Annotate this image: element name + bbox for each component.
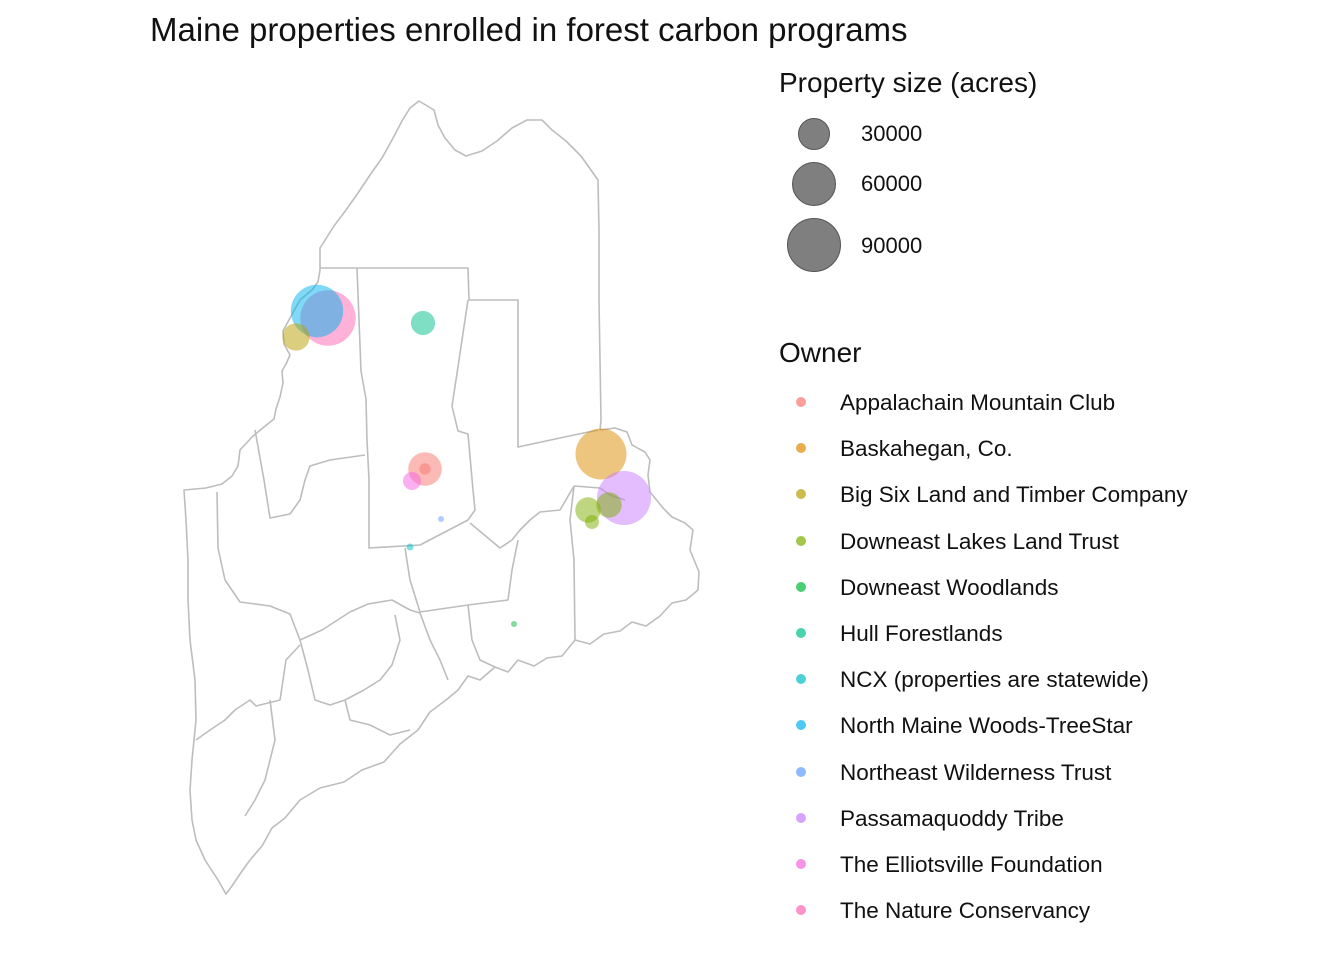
owner-legend-label: The Elliotsville Foundation: [840, 851, 1103, 877]
owner-legend-item: Northeast Wilderness Trust: [779, 755, 1229, 801]
owner-legend-dot: [796, 905, 806, 916]
property-point: [410, 310, 436, 336]
owner-legend-dot: [796, 627, 806, 638]
owner-legend-item: Downeast Lakes Land Trust: [779, 524, 1229, 570]
owner-legend-label: NCX (properties are statewide): [840, 667, 1149, 693]
size-legend-dot-60000: [792, 162, 836, 206]
chart-title: Maine properties enrolled in forest carb…: [150, 11, 908, 48]
size-legend-label: 90000: [861, 233, 923, 258]
property-point: [438, 516, 444, 522]
owner-legend-item: NCX (properties are statewide): [779, 662, 1229, 708]
property-point: [406, 543, 414, 551]
owner-legend-dot: [796, 535, 806, 546]
owner-legend: Appalachain Mountain Club Baskahegan, Co.…: [779, 385, 1229, 939]
owner-legend-item: Passamaquoddy Tribe: [779, 801, 1229, 847]
owner-legend-item: The Nature Conservancy: [779, 893, 1229, 939]
owner-legend-dot: [796, 812, 806, 823]
size-legend: 30000 60000 90000: [770, 110, 1070, 280]
owner-legend-item: Appalachain Mountain Club: [779, 385, 1229, 431]
size-legend-dot-90000: [787, 218, 841, 272]
owner-legend-label: Downeast Lakes Land Trust: [840, 528, 1119, 554]
property-point: [585, 515, 599, 529]
property-point: [511, 621, 517, 627]
owner-legend-dot: [796, 720, 806, 731]
owner-legend-label: The Nature Conservancy: [840, 898, 1091, 924]
owner-legend-dot: [796, 766, 806, 777]
size-legend-label: 30000: [861, 121, 923, 146]
owner-legend-item: Hull Forestlands: [779, 616, 1229, 662]
size-legend-title: Property size (acres): [779, 67, 1038, 98]
property-point: [403, 472, 421, 490]
owner-legend-item: The Elliotsville Foundation: [779, 847, 1229, 893]
owner-legend-dot: [796, 443, 806, 454]
owner-legend-item: North Maine Woods-TreeStar: [779, 708, 1229, 754]
owner-legend-dot: [796, 674, 806, 685]
property-point: [282, 323, 310, 351]
owner-legend-label: Northeast Wilderness Trust: [840, 759, 1112, 785]
size-legend-dot-30000: [798, 118, 830, 150]
owner-legend-label: Appalachain Mountain Club: [840, 390, 1116, 415]
property-points: [282, 284, 651, 627]
owner-legend-title: Owner: [779, 337, 862, 368]
property-point: [419, 463, 431, 475]
property-point: [575, 428, 627, 480]
owner-legend-dot: [796, 581, 806, 592]
owner-legend-item: Baskahegan, Co.: [779, 431, 1229, 477]
size-legend-label: 60000: [861, 171, 923, 196]
owner-legend-label: Downeast Woodlands: [840, 574, 1059, 600]
owner-legend-dot: [796, 489, 806, 500]
owner-legend-label: North Maine Woods-TreeStar: [840, 713, 1133, 739]
owner-legend-label: Hull Forestlands: [840, 620, 1003, 646]
owner-legend-dot: [796, 397, 806, 407]
owner-legend-label: Baskahegan, Co.: [840, 436, 1013, 462]
owner-legend-item: Downeast Woodlands: [779, 570, 1229, 616]
owner-legend-label: Big Six Land and Timber Company: [840, 482, 1188, 508]
property-point: [596, 492, 622, 518]
owner-legend-item: Big Six Land and Timber Company: [779, 477, 1229, 523]
property-point: [290, 284, 344, 338]
owner-legend-label: Passamaquoddy Tribe: [840, 805, 1064, 831]
owner-legend-dot: [796, 858, 806, 869]
